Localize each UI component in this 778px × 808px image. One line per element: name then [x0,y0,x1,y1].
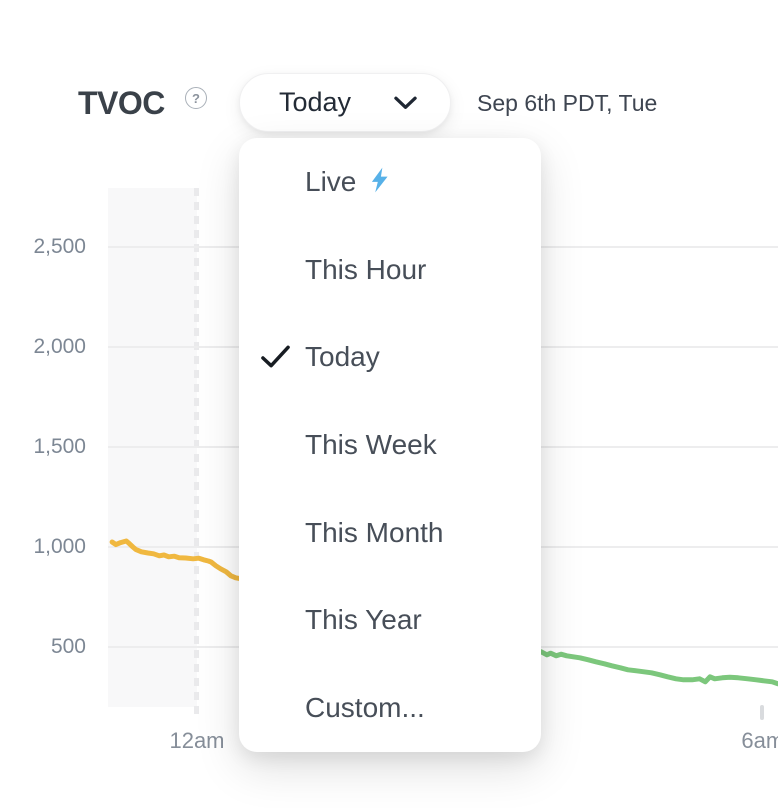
menu-item-this-year[interactable]: This Year [305,604,422,636]
menu-item-custom[interactable]: Custom... [305,692,425,724]
question-mark-glyph: ? [192,90,200,106]
page-title: TVOC [78,85,165,121]
menu-item-this-month[interactable]: This Month [305,516,444,548]
menu-item-this-hour[interactable]: This Hour [305,253,427,285]
menu-item-this-week[interactable]: This Week [305,429,437,461]
y-axis-label-1500: 1,500 [33,435,86,458]
time-range-dropdown-button[interactable]: Today [239,73,451,132]
y-axis-label-2000: 2,000 [33,335,86,358]
x-axis-label-6am: 6am [741,728,778,753]
menu-item-today[interactable]: Today [239,313,541,401]
checkmark-icon [261,345,290,368]
tvoc-good-segment [538,649,778,687]
x-axis-tick-6am [760,705,764,720]
help-icon[interactable]: ? [185,87,207,109]
x-axis-label-12am: 12am [169,728,225,753]
date-label: Sep 6th PDT, Tue [477,90,658,116]
chevron-down-icon [394,96,417,109]
menu-item-live[interactable]: Live [239,138,541,226]
y-axis-label-1000: 1,000 [33,535,86,558]
time-range-selected-value: Today [279,87,352,117]
y-axis-label-2500: 2,500 [33,235,86,258]
midnight-dashed-line [194,188,199,715]
lightning-bolt-icon [372,168,388,193]
y-axis-label-500: 500 [50,635,86,658]
time-range-dropdown-menu: Live This Hour Today This Week This Mont… [239,138,541,752]
